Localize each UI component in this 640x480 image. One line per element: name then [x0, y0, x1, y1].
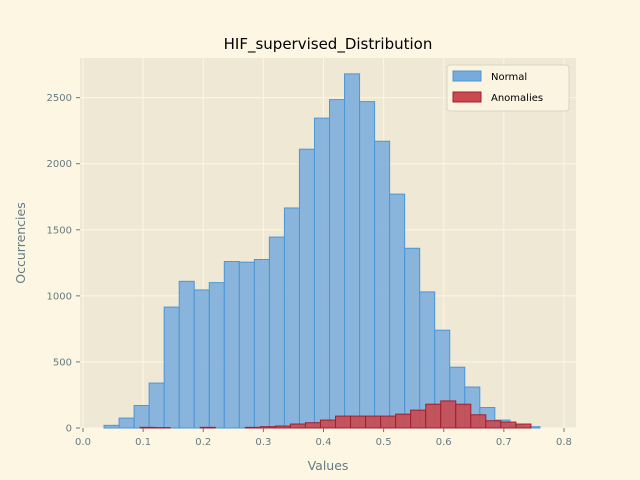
bar-anomalies: [500, 421, 517, 429]
bar-anomalies: [410, 409, 427, 429]
y-tick-label: 0: [66, 424, 72, 435]
bar-anomalies: [350, 415, 367, 429]
legend-label-anomalies: Anomalies: [491, 93, 543, 104]
y-tick-label: 2000: [47, 159, 72, 170]
bar-normal: [268, 236, 285, 429]
bar-normal: [193, 289, 210, 429]
bar-anomalies: [199, 426, 216, 429]
x-tick-label: 0.8: [556, 437, 572, 448]
bar-anomalies: [470, 414, 487, 429]
bar-normal: [344, 73, 361, 429]
bar-anomalies: [319, 419, 337, 429]
x-axis-ticks: 0.0 0.1 0.2 0.3 0.4 0.5 0.6 0.7 0.8: [75, 428, 572, 448]
bar-anomalies: [485, 420, 502, 429]
legend-swatch-anomalies: [452, 91, 482, 103]
bar-anomalies: [380, 415, 397, 429]
legend-swatch-normal: [452, 70, 482, 82]
bar-anomalies: [425, 403, 442, 429]
x-tick-label: 0.3: [255, 437, 271, 448]
bar-normal: [283, 207, 300, 429]
bar-anomalies: [395, 413, 412, 429]
bar-normal: [118, 417, 135, 429]
y-tick-label: 500: [53, 357, 72, 368]
bar-normal: [163, 306, 180, 429]
x-tick-label: 0.5: [376, 437, 392, 448]
series-anomalies-bars: [139, 400, 532, 429]
x-tick-label: 0.6: [436, 437, 452, 448]
bar-normal: [313, 117, 331, 429]
y-tick-label: 1500: [47, 225, 72, 236]
bar-normal: [389, 193, 406, 429]
legend: Normal Anomalies: [446, 64, 570, 112]
bar-normal: [404, 247, 421, 429]
bar-normal: [359, 101, 376, 429]
x-tick-label: 0.1: [135, 437, 151, 448]
bar-normal: [238, 261, 255, 429]
y-axis-ticks: 0 500 1000 1500 2000 2500: [47, 93, 80, 435]
bar-anomalies: [440, 400, 457, 429]
bar-anomalies: [139, 426, 156, 429]
bar-normal: [178, 280, 195, 429]
bar-normal: [374, 140, 391, 429]
bar-normal: [208, 282, 225, 429]
series-normal-bars: [103, 73, 541, 429]
legend-label-normal: Normal: [491, 72, 527, 83]
y-tick-label: 2500: [47, 93, 72, 104]
bar-anomalies: [335, 415, 352, 429]
bar-normal: [223, 261, 240, 429]
bar-anomalies: [304, 422, 321, 429]
bar-anomalies: [455, 403, 472, 429]
bar-normal: [133, 405, 150, 429]
y-tick-label: 1000: [47, 291, 72, 302]
bar-anomalies: [365, 415, 382, 429]
bar-anomalies: [515, 423, 532, 429]
x-tick-label: 0.4: [316, 437, 332, 448]
bar-normal: [103, 424, 120, 429]
x-tick-label: 0.0: [75, 437, 91, 448]
x-tick-label: 0.2: [195, 437, 211, 448]
bar-normal: [298, 148, 315, 429]
bar-anomalies: [289, 423, 306, 429]
y-axis-label: Occurrencies: [13, 202, 28, 283]
x-tick-label: 0.7: [496, 437, 512, 448]
chart-title: HIF_supervised_Distribution: [224, 35, 433, 54]
bar-anomalies: [274, 425, 291, 429]
bar-normal: [253, 259, 270, 429]
bar-normal: [329, 99, 346, 429]
bar-anomalies: [244, 426, 261, 429]
bar-anomalies: [259, 426, 276, 429]
x-axis-label: Values: [308, 458, 349, 473]
bar-normal: [148, 382, 165, 429]
